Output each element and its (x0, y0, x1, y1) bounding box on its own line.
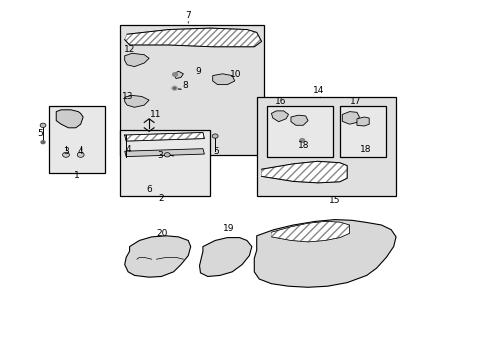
Polygon shape (124, 95, 149, 107)
Circle shape (212, 134, 218, 138)
Polygon shape (271, 111, 288, 122)
Polygon shape (212, 74, 234, 85)
Text: 6: 6 (146, 184, 152, 194)
Polygon shape (124, 132, 204, 141)
Circle shape (164, 153, 170, 157)
Circle shape (41, 141, 45, 144)
Circle shape (299, 139, 304, 142)
Bar (266, 106, 332, 157)
Polygon shape (290, 115, 307, 125)
Text: 11: 11 (149, 110, 161, 119)
Polygon shape (261, 161, 346, 183)
Polygon shape (254, 220, 395, 287)
Circle shape (62, 152, 69, 157)
Polygon shape (124, 236, 190, 277)
Bar (49, 106, 105, 173)
Circle shape (77, 152, 84, 157)
Circle shape (172, 73, 177, 76)
Text: 16: 16 (275, 97, 286, 106)
Text: 1: 1 (74, 171, 80, 180)
Text: 2: 2 (158, 194, 164, 203)
Polygon shape (271, 221, 349, 242)
Text: 17: 17 (349, 97, 361, 106)
Bar (256, 97, 395, 196)
Text: 12: 12 (123, 45, 135, 54)
Polygon shape (124, 53, 149, 67)
Text: 9: 9 (195, 67, 201, 76)
Text: 5: 5 (213, 148, 219, 156)
Text: 4: 4 (125, 145, 131, 154)
Text: 7: 7 (185, 10, 191, 19)
Polygon shape (56, 110, 83, 128)
Text: 20: 20 (156, 229, 168, 238)
Polygon shape (356, 117, 368, 126)
Text: 3: 3 (157, 151, 163, 160)
Bar (120, 25, 264, 155)
Circle shape (171, 86, 177, 90)
Text: 14: 14 (312, 86, 324, 95)
Text: 15: 15 (328, 197, 340, 205)
Text: 19: 19 (223, 224, 234, 233)
Circle shape (40, 123, 46, 127)
Polygon shape (173, 71, 183, 78)
Polygon shape (124, 149, 204, 157)
Circle shape (173, 87, 176, 89)
Text: 5: 5 (37, 129, 43, 138)
Text: 18: 18 (359, 145, 371, 154)
Text: 18: 18 (298, 141, 309, 150)
Text: 10: 10 (229, 71, 241, 79)
Text: 8: 8 (182, 81, 187, 90)
Polygon shape (199, 238, 251, 276)
Bar (120, 130, 210, 196)
Text: 4: 4 (78, 148, 83, 156)
Polygon shape (124, 28, 261, 47)
Bar (339, 106, 386, 157)
Text: 3: 3 (63, 148, 69, 156)
Text: 13: 13 (122, 92, 134, 101)
Polygon shape (342, 112, 359, 124)
